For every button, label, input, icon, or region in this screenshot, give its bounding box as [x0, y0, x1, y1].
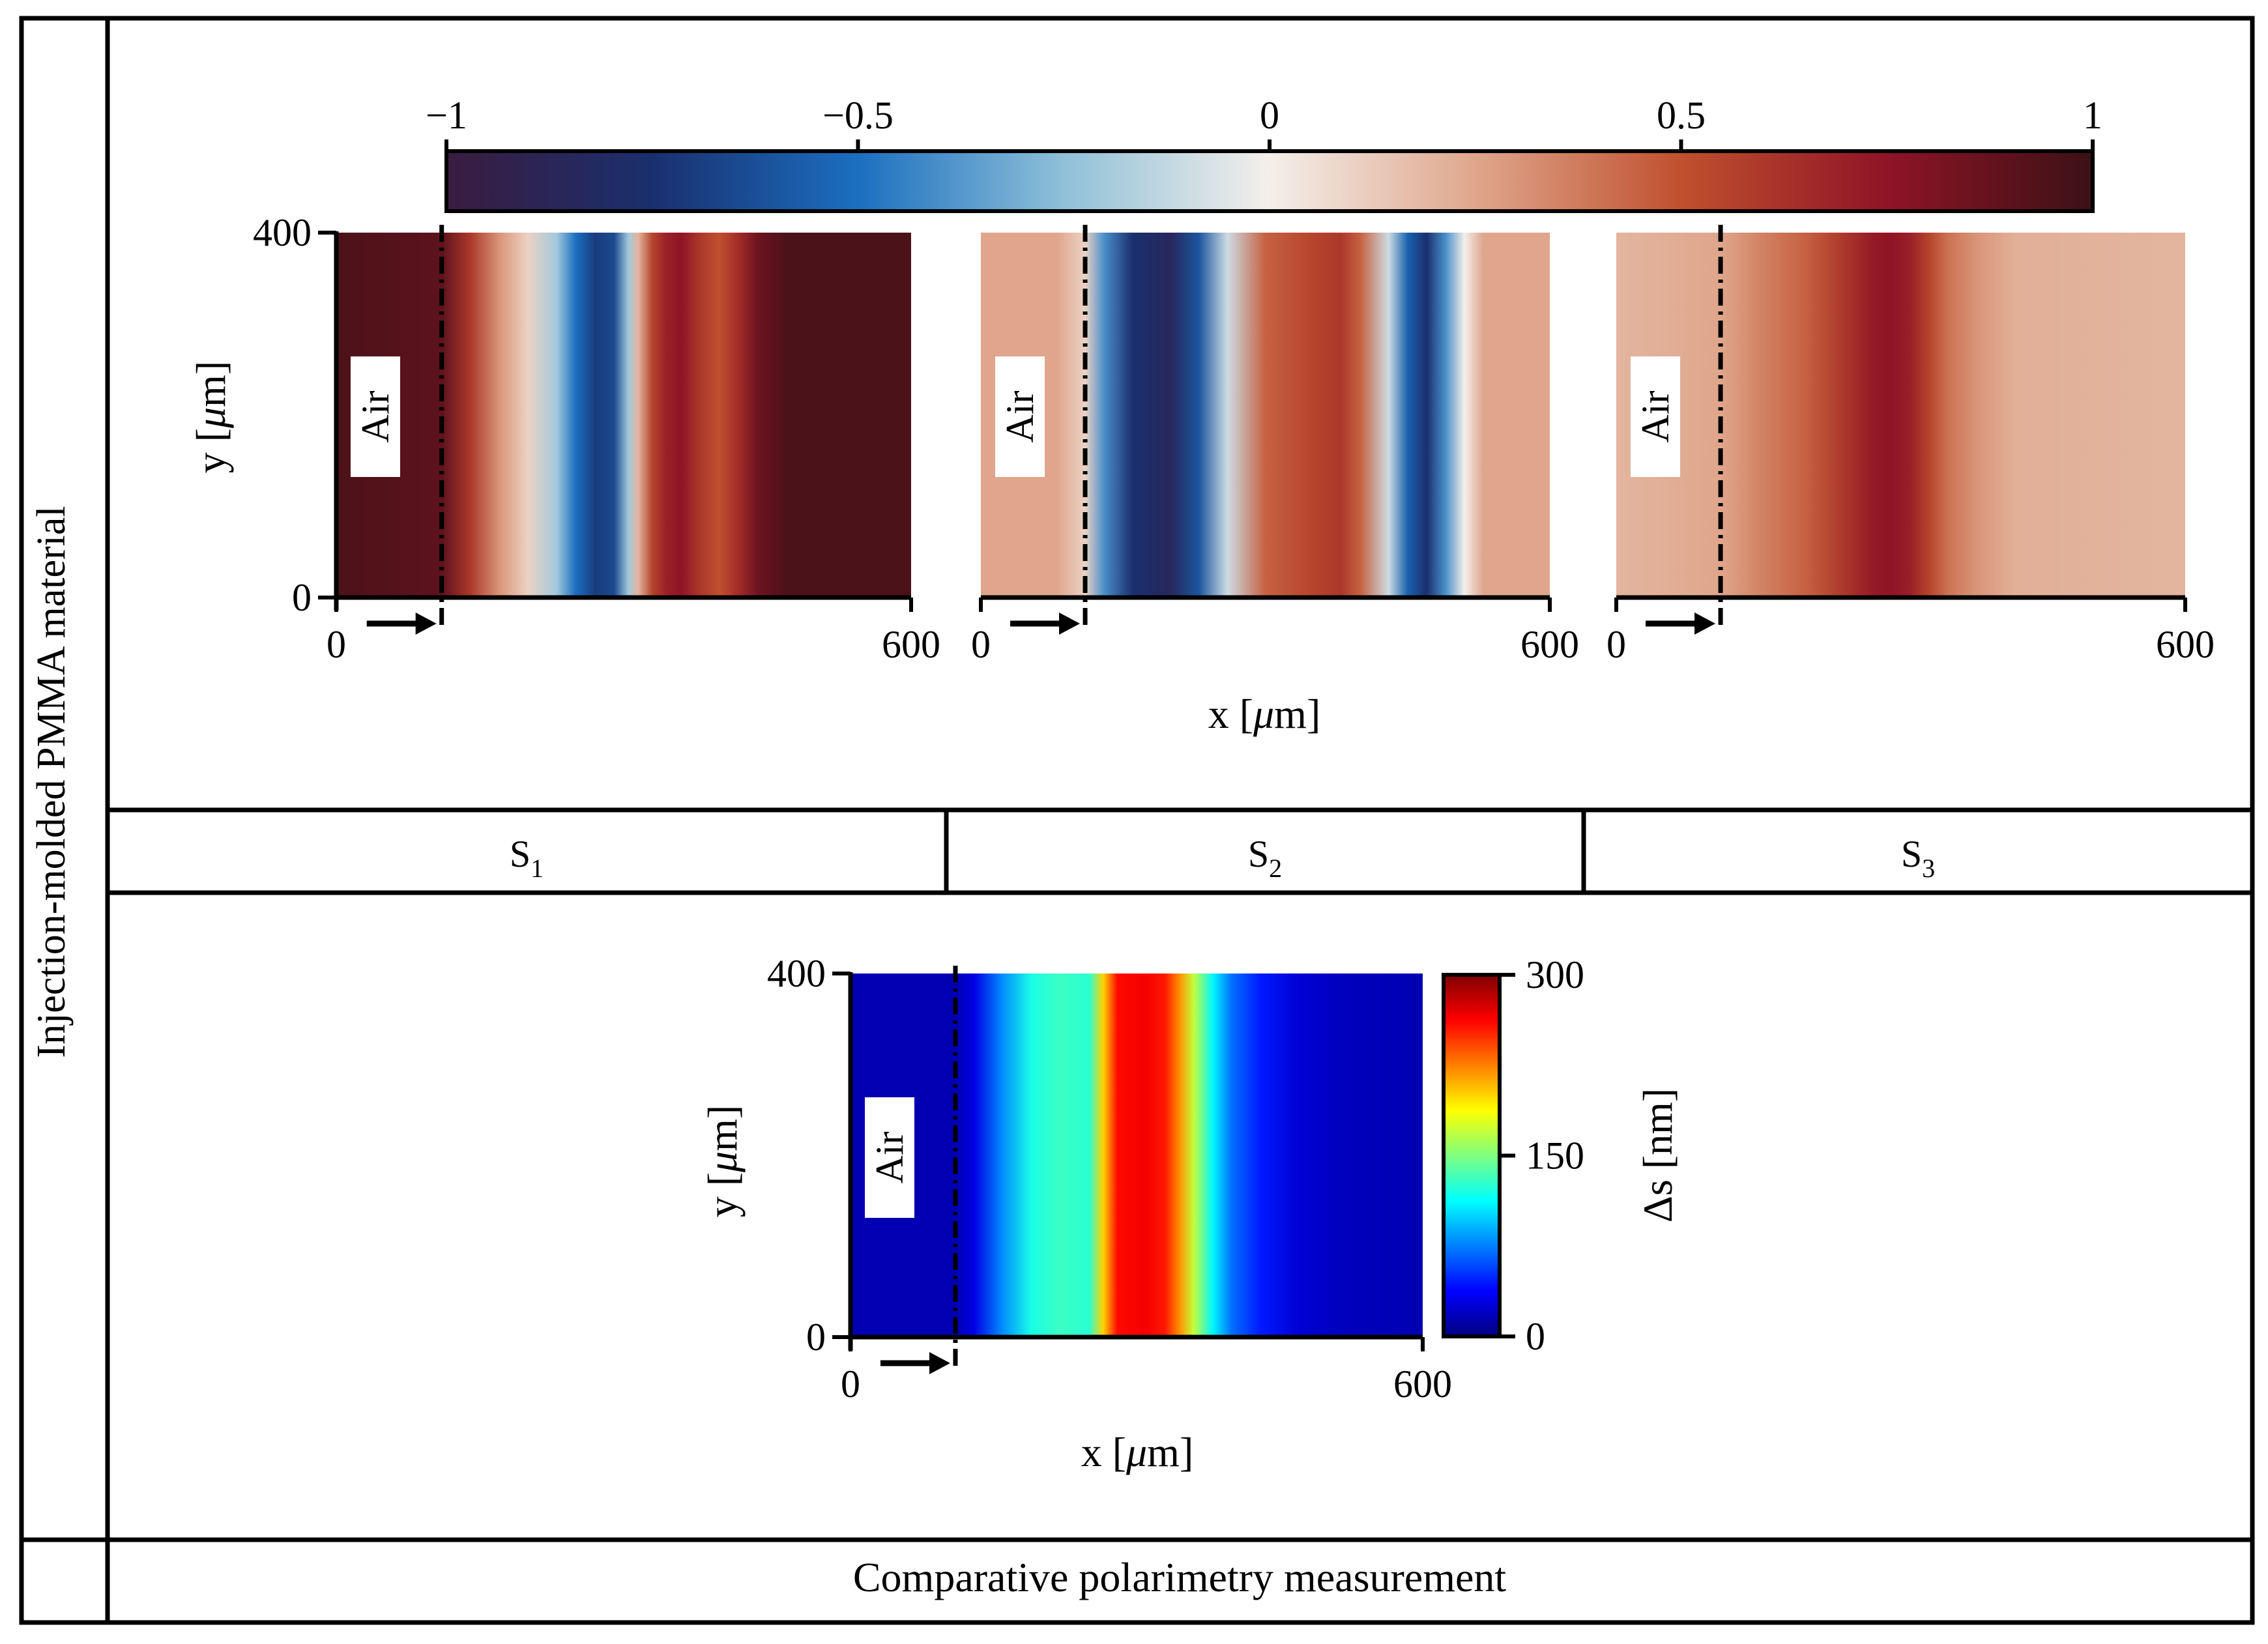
- air-label-box: [995, 356, 1045, 477]
- section-label-s3: S3: [1901, 833, 1935, 883]
- air-label-box: [351, 356, 400, 477]
- stokes-colorbar-gradient: [444, 149, 2095, 213]
- surface-arrow-head: [1059, 613, 1081, 635]
- side-label: Injection-molded PMMA material: [29, 506, 74, 1058]
- x-tick-label: 600: [2156, 623, 2215, 666]
- y-tick-label: 400: [767, 952, 826, 995]
- retardation-colorbar: 300 150 0 Δs [nm]: [1442, 953, 1681, 1358]
- x-tick-label: 600: [1393, 1363, 1452, 1406]
- section-labels: S1 S2 S3: [510, 833, 1935, 883]
- surface-arrow-head: [929, 1352, 950, 1374]
- retardation-colorbar-label: Δs [nm]: [1635, 1088, 1681, 1222]
- heatmap-field: [981, 233, 1550, 598]
- ret-x-axis-label: x [μm]: [1081, 1429, 1194, 1475]
- retardation-colorbar-tick-label: 0: [1526, 1315, 1545, 1358]
- air-label: Air: [998, 390, 1041, 442]
- air-label: Air: [1634, 390, 1677, 442]
- ret-y-axis-label: y [μm]: [699, 1105, 746, 1218]
- air-label-box: [865, 1097, 914, 1218]
- stokes-colorbar-tick-label: −1: [426, 94, 467, 137]
- stokes-colorbar-ticks: −1 −0.5 0 0.5 1: [426, 94, 2102, 151]
- surface-arrow-head: [1694, 613, 1716, 635]
- retardation-colorbar-tick-label: 300: [1526, 953, 1584, 996]
- heatmap-panel-s3: Air 0 600: [1606, 225, 2215, 666]
- y-tick-label: 0: [292, 576, 312, 619]
- x-tick-label: 0: [841, 1363, 860, 1406]
- retardation-colorbar-gradient: [1442, 973, 1502, 1338]
- retardation-colorbar-tick-label: 150: [1526, 1134, 1584, 1177]
- x-tick-label: 0: [327, 623, 346, 666]
- retardation-colorbar-ticks: 300 150 0: [1500, 953, 1584, 1358]
- air-label-box: [1631, 356, 1680, 477]
- stokes-colorbar-tick-label: 1: [2083, 94, 2102, 137]
- heatmap-field: [336, 233, 911, 598]
- x-tick-label: 0: [971, 623, 991, 666]
- stokes-colorbar: −1 −0.5 0 0.5 1: [426, 94, 2102, 213]
- x-tick-label: 600: [882, 623, 940, 666]
- heatmap-field: [850, 973, 1423, 1337]
- stokes-colorbar-tick-label: −0.5: [822, 94, 894, 137]
- top-y-axis-label: y [μm]: [188, 361, 234, 474]
- stokes-colorbar-tick-label: 0: [1260, 94, 1279, 137]
- x-tick-label: 0: [1606, 623, 1626, 666]
- bottom-label: Comparative polarimetry measurement: [853, 1554, 1507, 1600]
- y-tick-label: 0: [806, 1316, 826, 1359]
- outer-border: [19, 16, 2255, 1625]
- x-tick-label: 600: [1520, 623, 1579, 666]
- section-label-s2: S2: [1248, 833, 1282, 883]
- heatmap-panel-retardation: Air 400 00 600: [767, 952, 1452, 1406]
- heatmap-panel-s1: Air 400 00 600: [253, 211, 940, 666]
- heatmap-panel-s2: Air 0 600: [971, 225, 1579, 666]
- section-label-s1: S1: [510, 833, 544, 883]
- air-label: Air: [354, 390, 397, 442]
- y-tick-label: 400: [253, 211, 312, 254]
- air-label: Air: [868, 1131, 911, 1183]
- top-x-axis-label: x [μm]: [1208, 691, 1321, 737]
- surface-arrow-head: [415, 613, 437, 635]
- heatmap-field: [1616, 233, 2185, 598]
- stokes-colorbar-tick-label: 0.5: [1657, 94, 1706, 137]
- figure-frame: [19, 16, 2255, 1625]
